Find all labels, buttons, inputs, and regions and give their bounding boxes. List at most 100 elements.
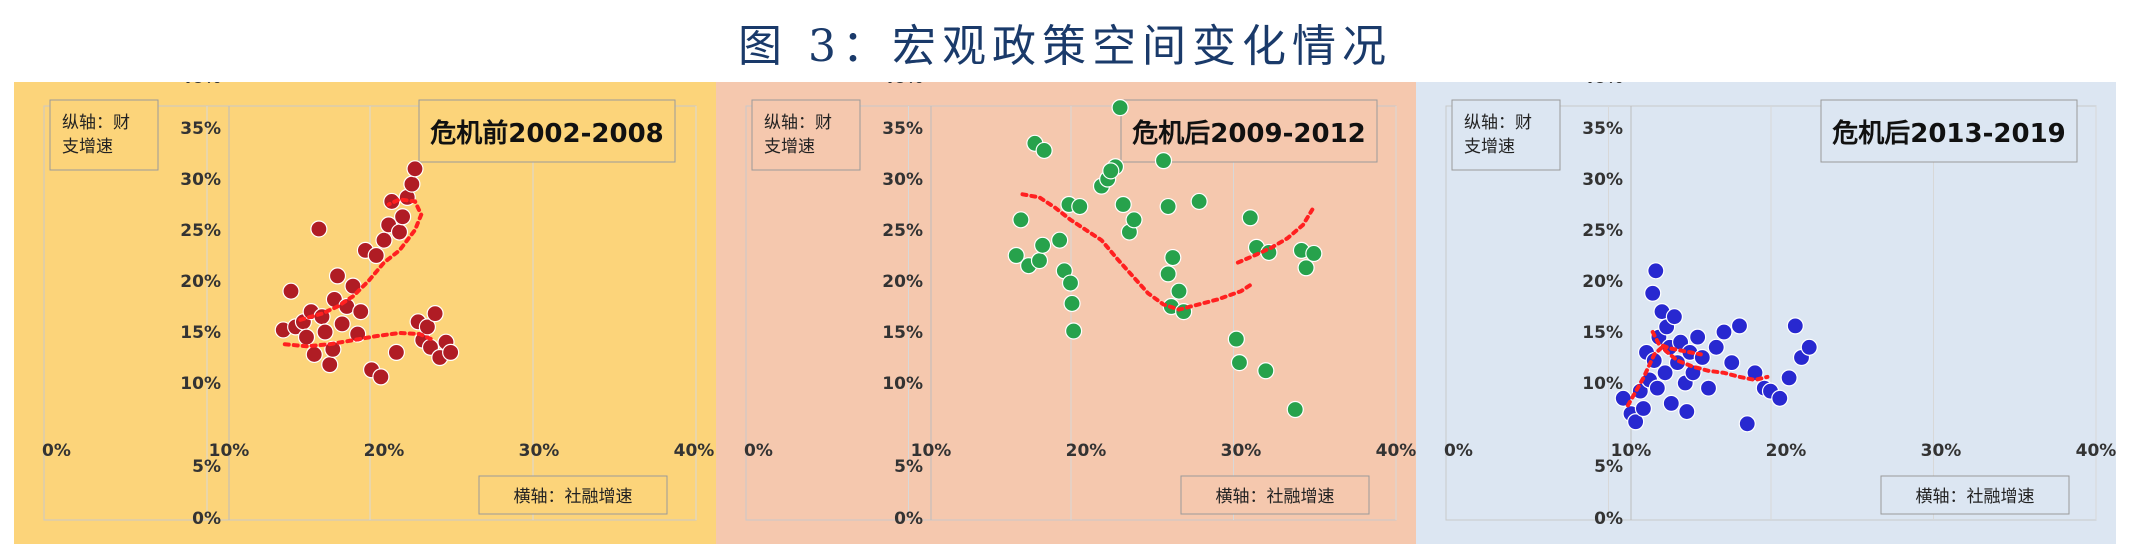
data-point: [297, 328, 316, 346]
data-point: [1656, 364, 1674, 382]
x-tick-label: 0%: [42, 441, 71, 461]
y-tick-label: 30%: [1582, 170, 1623, 190]
trend-line: [1650, 330, 1703, 357]
ylabel-line1: 纵轴：财: [62, 113, 130, 133]
x-tick-label: 30%: [519, 441, 560, 461]
data-point: [372, 368, 390, 386]
data-point: [406, 160, 424, 178]
trend-line: [1235, 207, 1315, 265]
data-point: [1154, 152, 1173, 170]
ylabel-line1: 纵轴：财: [1464, 113, 1532, 133]
data-point: [1063, 294, 1081, 313]
x-tick-label: 40%: [1376, 441, 1416, 461]
y-tick-label: 0%: [192, 509, 221, 529]
data-point: [1678, 402, 1696, 421]
y-tick-label: 40%: [882, 82, 923, 88]
y-tick-label: 5%: [1594, 457, 1623, 477]
x-tick-label: 20%: [1066, 441, 1107, 461]
chart-title-box: [1120, 99, 1378, 163]
data-point: [1170, 282, 1188, 300]
data-point: [442, 343, 460, 361]
data-point: [1730, 317, 1749, 335]
trend-line: [282, 330, 436, 349]
y-tick-label: 20%: [882, 272, 923, 292]
xlabel: 横轴：社融增速: [1916, 487, 2035, 507]
x-tick-label: 20%: [1766, 441, 1807, 461]
y-tick-label: 15%: [1582, 323, 1623, 343]
y-tick-label: 15%: [882, 323, 923, 343]
data-point: [1012, 211, 1030, 229]
data-point: [1665, 308, 1683, 326]
figure-title: 图 3：宏观政策空间变化情况: [738, 21, 1392, 72]
data-point: [1771, 389, 1789, 407]
x-tick-label: 0%: [1444, 441, 1473, 461]
y-tick-label: 30%: [180, 170, 221, 190]
ylabel-line1: 纵轴：财: [764, 113, 832, 133]
data-point: [387, 343, 405, 361]
xlabel-box: [478, 475, 668, 515]
y-tick-label: 25%: [882, 221, 923, 241]
data-point: [1286, 400, 1304, 419]
y-tick-label: 25%: [1582, 221, 1623, 241]
data-point: [1305, 244, 1323, 263]
chart-title-box: [1820, 99, 2078, 163]
data-point: [310, 220, 328, 238]
data-point: [1164, 248, 1182, 267]
data-point: [1051, 231, 1069, 249]
ylabel-line2: 支增速: [764, 137, 815, 157]
data-point: [1786, 317, 1804, 335]
data-point: [1114, 195, 1132, 214]
chart-svg-3: 0%5%10%15%20%25%30%35%40%0%10%20%30%40%纵…: [1416, 82, 2116, 544]
xlabel-box: [1880, 475, 2070, 515]
y-tick-label: 10%: [882, 374, 923, 394]
chart-panel-3: 0%5%10%15%20%25%30%35%40%0%10%20%30%40%纵…: [1416, 82, 2116, 544]
data-point: [328, 267, 347, 285]
y-tick-label: 35%: [180, 119, 221, 139]
data-point: [1738, 415, 1756, 433]
chart-title: 危机后2013-2019: [1832, 118, 2066, 149]
ylabel-line2: 支增速: [1464, 137, 1515, 157]
data-point: [390, 223, 409, 241]
y-tick-label: 20%: [1582, 272, 1623, 292]
data-point: [1241, 209, 1259, 227]
y-tick-label: 20%: [180, 272, 221, 292]
y-tick-label: 10%: [1582, 374, 1623, 394]
y-tick-label: 30%: [882, 170, 923, 190]
x-tick-label: 40%: [2076, 441, 2116, 461]
data-point: [1035, 141, 1053, 160]
data-point: [1662, 394, 1680, 412]
data-point: [1699, 379, 1718, 397]
x-tick-label: 10%: [209, 441, 250, 461]
y-tick-label: 35%: [1582, 119, 1623, 139]
data-point: [1800, 338, 1818, 356]
y-tick-label: 0%: [894, 509, 923, 529]
data-point: [1227, 330, 1245, 348]
y-tick-label: 5%: [192, 457, 221, 477]
data-point: [352, 303, 370, 321]
data-point: [1627, 413, 1645, 431]
ylabel-box: [751, 99, 861, 171]
y-tick-label: 15%: [180, 323, 221, 343]
x-tick-label: 30%: [1921, 441, 1962, 461]
data-point: [321, 356, 339, 374]
chart-panel-1: 0%5%10%15%20%25%30%35%40%0%10%20%30%40%纵…: [14, 82, 716, 544]
data-point: [1034, 236, 1052, 254]
data-point: [1693, 348, 1711, 367]
xlabel: 横轴：社融增速: [1216, 487, 1335, 507]
data-point: [1634, 399, 1652, 418]
data-point: [1257, 362, 1275, 380]
x-tick-label: 40%: [674, 441, 715, 461]
data-point: [1689, 328, 1707, 346]
data-point: [426, 305, 444, 323]
data-point: [1102, 162, 1120, 180]
data-point: [1030, 252, 1049, 270]
data-point: [1159, 197, 1177, 216]
data-point: [1190, 192, 1208, 211]
chart-svg-1: 0%5%10%15%20%25%30%35%40%0%10%20%30%40%纵…: [14, 82, 716, 544]
ylabel-box: [1451, 99, 1561, 171]
data-point: [394, 208, 412, 226]
xlabel-box: [1180, 475, 1370, 515]
x-tick-label: 20%: [364, 441, 405, 461]
data-point: [1715, 323, 1733, 341]
data-point: [1007, 246, 1025, 265]
